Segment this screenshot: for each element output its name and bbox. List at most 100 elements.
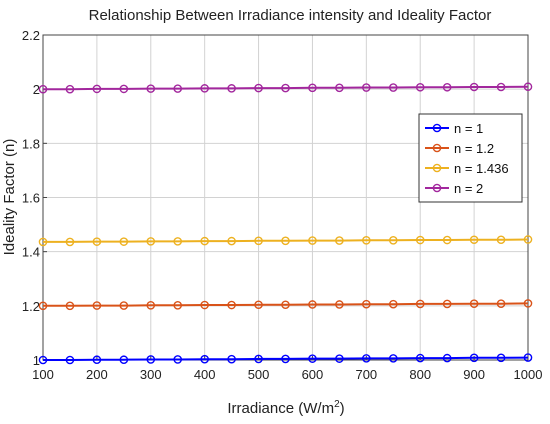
data-point bbox=[173, 300, 183, 310]
data-point bbox=[65, 301, 75, 311]
data-point bbox=[469, 299, 479, 308]
plot-frame bbox=[42, 34, 529, 361]
series-layer bbox=[38, 82, 533, 365]
series-4 bbox=[38, 82, 533, 94]
data-point bbox=[415, 353, 425, 363]
data-point bbox=[362, 299, 371, 309]
data-point bbox=[415, 235, 425, 245]
data-point bbox=[388, 299, 398, 309]
data-point bbox=[92, 237, 102, 246]
x-tick-label: 200 bbox=[86, 367, 108, 382]
data-point bbox=[227, 236, 236, 246]
x-tick-label: 700 bbox=[355, 367, 377, 382]
data-point bbox=[335, 236, 344, 245]
data-point bbox=[469, 353, 479, 363]
data-point bbox=[388, 235, 398, 245]
chart-title: Relationship Between Irradiance intensit… bbox=[89, 7, 492, 24]
data-point bbox=[523, 235, 533, 244]
data-point bbox=[496, 82, 506, 92]
data-point bbox=[200, 300, 209, 310]
data-point bbox=[308, 354, 317, 363]
x-tick-label: 300 bbox=[140, 367, 162, 382]
y-tick-labels: 1 1.2 1.4 1.6 1.8 2 2.2 bbox=[22, 28, 40, 368]
legend-item: n = 1.2 bbox=[425, 141, 494, 156]
series-line bbox=[43, 238, 529, 243]
y-tick-label: 1.6 bbox=[22, 191, 40, 206]
series-1 bbox=[38, 353, 533, 365]
series-line bbox=[43, 356, 529, 361]
data-point bbox=[254, 236, 263, 246]
data-point bbox=[442, 82, 452, 92]
data-point bbox=[173, 237, 183, 246]
data-point bbox=[173, 355, 183, 364]
data-point bbox=[146, 237, 156, 246]
y-tick-label: 1.2 bbox=[22, 299, 40, 314]
data-point bbox=[362, 235, 371, 245]
legend-swatch-marker bbox=[432, 123, 442, 133]
data-point bbox=[415, 82, 425, 92]
data-point bbox=[146, 300, 156, 310]
legend: n = 1 n = 1.2 n = 1.436 n = 2 bbox=[418, 113, 523, 203]
y-axis-title: Ideality Factor (n) bbox=[1, 139, 18, 256]
data-point bbox=[308, 83, 317, 93]
data-point bbox=[308, 300, 317, 309]
data-point bbox=[92, 84, 102, 94]
data-point bbox=[308, 236, 317, 245]
data-point bbox=[442, 235, 452, 245]
data-point bbox=[362, 83, 371, 92]
data-point bbox=[119, 301, 129, 310]
y-tick-label: 1 bbox=[33, 353, 40, 368]
legend-label: n = 1 bbox=[454, 121, 483, 136]
data-point bbox=[227, 84, 236, 93]
data-point bbox=[38, 237, 48, 247]
x-axis-title: Irradiance (W/m2) bbox=[227, 399, 344, 417]
data-point bbox=[496, 299, 506, 308]
data-point bbox=[281, 236, 290, 246]
data-point bbox=[415, 299, 425, 309]
data-point bbox=[119, 355, 129, 365]
y-tick-label: 1.8 bbox=[22, 136, 40, 151]
data-point bbox=[65, 84, 75, 94]
data-point bbox=[388, 83, 398, 92]
data-point bbox=[281, 354, 290, 364]
data-point bbox=[200, 236, 209, 246]
x-tick-label: 1000 bbox=[514, 367, 543, 382]
data-point bbox=[200, 354, 209, 364]
data-point bbox=[335, 83, 344, 93]
data-point bbox=[442, 299, 452, 309]
data-point bbox=[146, 84, 156, 93]
data-point bbox=[496, 353, 506, 363]
data-point bbox=[227, 300, 236, 310]
data-point bbox=[523, 299, 533, 308]
x-tick-label: 400 bbox=[194, 367, 216, 382]
data-point bbox=[38, 301, 48, 311]
data-point bbox=[119, 237, 129, 246]
series-2 bbox=[38, 299, 533, 311]
data-point bbox=[362, 354, 371, 363]
data-point bbox=[38, 84, 48, 94]
data-point bbox=[200, 84, 209, 93]
data-point bbox=[119, 84, 129, 94]
legend-item: n = 1.436 bbox=[425, 161, 509, 176]
x-tick-label: 500 bbox=[248, 367, 270, 382]
data-point bbox=[442, 353, 452, 363]
x-tick-label: 100 bbox=[32, 367, 54, 382]
data-point bbox=[254, 83, 263, 93]
series-3 bbox=[38, 235, 533, 247]
data-point bbox=[65, 355, 75, 365]
data-point bbox=[227, 354, 236, 364]
data-point bbox=[254, 300, 263, 310]
legend-swatch-marker bbox=[432, 143, 442, 153]
data-point bbox=[65, 237, 75, 247]
legend-swatch-marker bbox=[432, 163, 442, 173]
data-point bbox=[281, 83, 290, 93]
legend-item: n = 2 bbox=[425, 181, 483, 196]
legend-swatch-marker bbox=[432, 183, 442, 193]
data-point bbox=[281, 300, 290, 310]
data-point bbox=[469, 82, 479, 92]
data-point bbox=[523, 82, 533, 92]
data-point bbox=[523, 353, 533, 362]
series-line bbox=[43, 302, 529, 307]
data-point bbox=[38, 355, 48, 365]
